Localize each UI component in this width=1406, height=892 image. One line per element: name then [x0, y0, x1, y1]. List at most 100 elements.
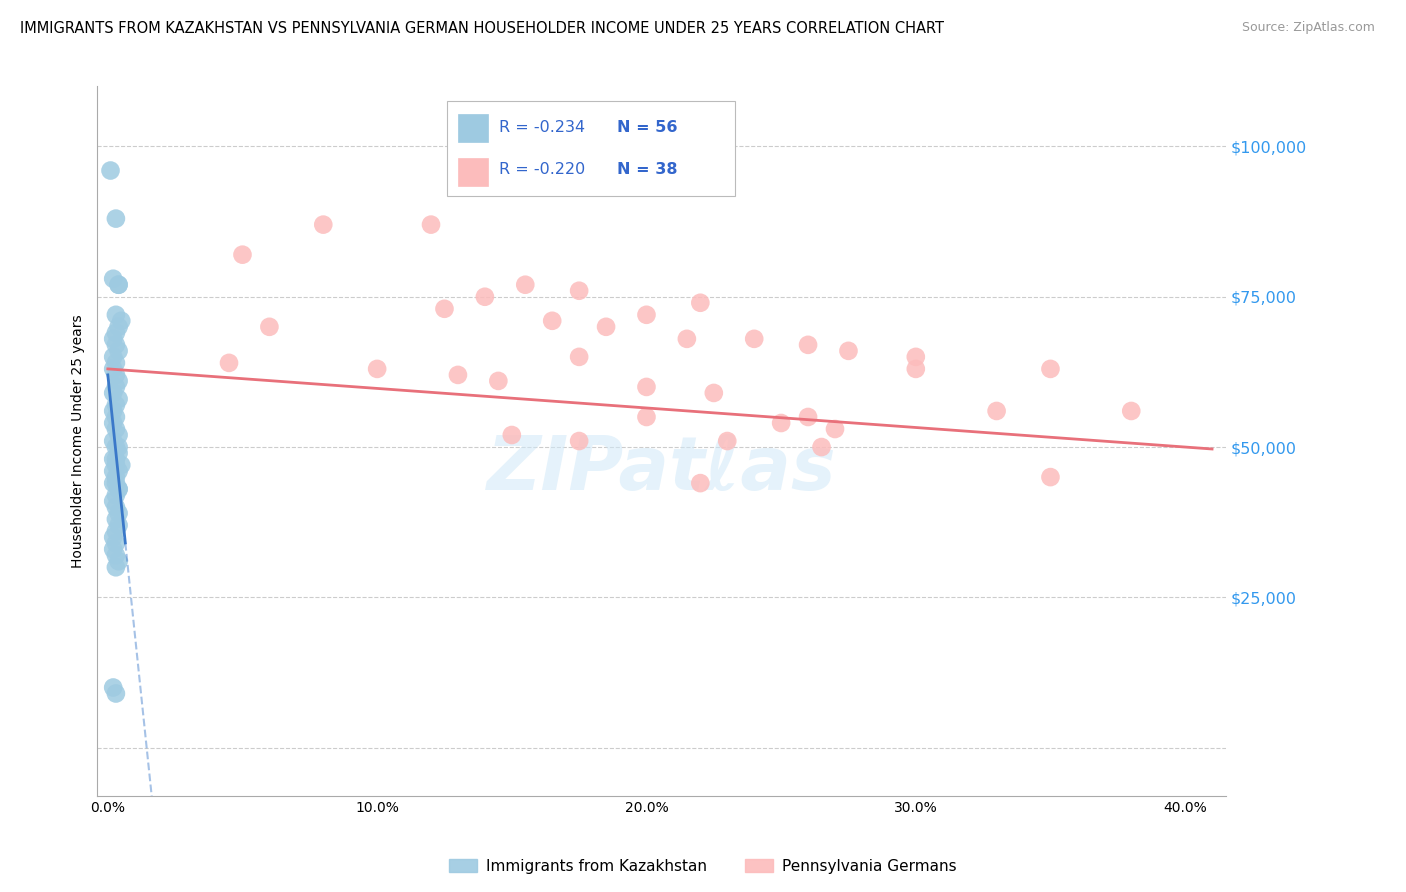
Point — [107, 464, 129, 478]
Text: N = 38: N = 38 — [617, 162, 678, 177]
Point — [541, 314, 564, 328]
Point — [107, 554, 129, 568]
Point — [797, 409, 820, 424]
Point — [103, 681, 125, 695]
Point — [568, 434, 591, 448]
Point — [104, 452, 127, 467]
Point — [107, 482, 129, 496]
Point — [986, 404, 1008, 418]
Point — [110, 314, 132, 328]
Point — [104, 211, 127, 226]
Point — [104, 356, 127, 370]
Point — [107, 277, 129, 292]
Point — [636, 308, 658, 322]
Point — [104, 476, 127, 491]
Point — [474, 290, 496, 304]
Point — [447, 368, 470, 382]
Point — [515, 277, 537, 292]
Point — [231, 248, 253, 262]
Point — [104, 512, 127, 526]
Point — [837, 343, 859, 358]
Point — [218, 356, 240, 370]
Point — [103, 434, 125, 448]
Point — [104, 338, 127, 352]
Point — [110, 458, 132, 472]
Point — [107, 518, 129, 533]
Legend: Immigrants from Kazakhstan, Pennsylvania Germans: Immigrants from Kazakhstan, Pennsylvania… — [443, 853, 963, 880]
Point — [366, 362, 388, 376]
Point — [103, 542, 125, 557]
Point — [104, 308, 127, 322]
Point — [595, 319, 617, 334]
Point — [103, 271, 125, 285]
Y-axis label: Householder Income Under 25 years: Householder Income Under 25 years — [72, 314, 86, 568]
Point — [104, 422, 127, 436]
Point — [107, 277, 129, 292]
Point — [107, 392, 129, 406]
Point — [636, 409, 658, 424]
Point — [312, 218, 335, 232]
Point — [103, 332, 125, 346]
Point — [1121, 404, 1143, 418]
Point — [568, 284, 591, 298]
Point — [107, 319, 129, 334]
Point — [501, 428, 523, 442]
Point — [103, 416, 125, 430]
Point — [1039, 470, 1062, 484]
Point — [433, 301, 456, 316]
Point — [104, 536, 127, 550]
Point — [104, 560, 127, 574]
Point — [103, 476, 125, 491]
Point — [107, 428, 129, 442]
Point — [810, 440, 832, 454]
FancyBboxPatch shape — [458, 158, 488, 186]
Point — [107, 482, 129, 496]
Point — [103, 530, 125, 544]
Point — [568, 350, 591, 364]
Point — [420, 218, 443, 232]
Point — [103, 362, 125, 376]
Text: R = -0.234: R = -0.234 — [499, 120, 585, 135]
Text: IMMIGRANTS FROM KAZAKHSTAN VS PENNSYLVANIA GERMAN HOUSEHOLDER INCOME UNDER 25 YE: IMMIGRANTS FROM KAZAKHSTAN VS PENNSYLVAN… — [20, 21, 943, 36]
Point — [703, 386, 725, 401]
FancyBboxPatch shape — [447, 101, 735, 196]
Point — [104, 686, 127, 700]
Point — [689, 476, 711, 491]
Point — [103, 494, 125, 508]
Point — [104, 440, 127, 454]
Point — [104, 409, 127, 424]
Point — [486, 374, 509, 388]
Text: Source: ZipAtlas.com: Source: ZipAtlas.com — [1241, 21, 1375, 34]
Point — [103, 386, 125, 401]
Point — [107, 343, 129, 358]
Point — [103, 350, 125, 364]
Text: ZIPatℓas: ZIPatℓas — [486, 433, 837, 506]
Point — [104, 470, 127, 484]
Point — [104, 524, 127, 539]
Point — [676, 332, 699, 346]
Point — [104, 398, 127, 412]
Point — [716, 434, 738, 448]
Point — [100, 163, 122, 178]
Point — [103, 464, 125, 478]
Point — [103, 452, 125, 467]
Point — [797, 338, 820, 352]
Point — [107, 440, 129, 454]
Point — [770, 416, 793, 430]
Point — [104, 326, 127, 340]
Point — [742, 332, 765, 346]
Text: R = -0.220: R = -0.220 — [499, 162, 585, 177]
Point — [1039, 362, 1062, 376]
Point — [107, 506, 129, 520]
Point — [904, 350, 927, 364]
Point — [104, 380, 127, 394]
Point — [107, 374, 129, 388]
Point — [636, 380, 658, 394]
Point — [259, 319, 281, 334]
Point — [104, 500, 127, 515]
Point — [104, 368, 127, 382]
Point — [689, 295, 711, 310]
FancyBboxPatch shape — [458, 114, 488, 142]
Text: N = 56: N = 56 — [617, 120, 678, 135]
Point — [904, 362, 927, 376]
